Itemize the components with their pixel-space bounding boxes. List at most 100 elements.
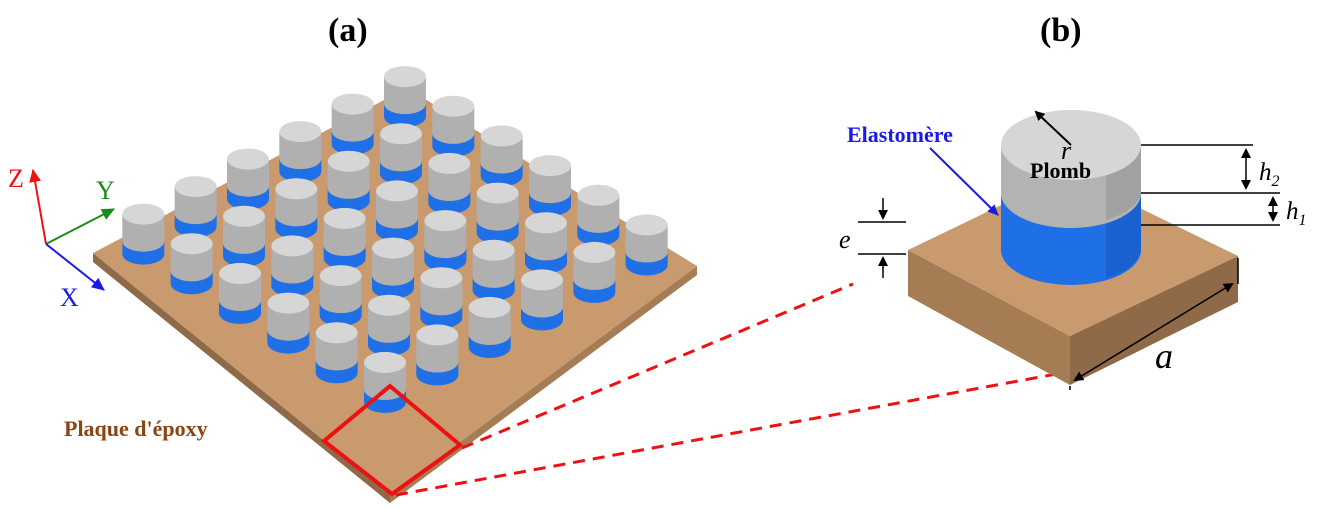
pillar <box>428 152 471 214</box>
pillar <box>331 93 374 155</box>
radius-label: r <box>1061 136 1072 165</box>
pillar-elastomer-layer <box>420 304 463 329</box>
pillar <box>424 210 467 272</box>
pillar-elastomer-layer <box>428 190 471 214</box>
pillar-top <box>525 212 567 234</box>
pillar-elastomer-layer <box>577 222 620 246</box>
thickness-dimension <box>858 198 906 278</box>
pillar <box>625 214 668 276</box>
pillar-lead-layer <box>525 222 567 261</box>
unit-cell-highlight <box>320 383 464 497</box>
zoom-lines <box>395 282 1063 497</box>
pillar-elastomer-layer <box>275 215 318 240</box>
radius-arrow <box>1034 110 1072 146</box>
thickness-label: e <box>839 225 851 254</box>
pillar <box>170 233 213 295</box>
pillar-elastomer-layer <box>319 302 362 327</box>
pillar-elastomer-layer <box>376 217 418 242</box>
pillar-elastomer-layer <box>122 241 165 265</box>
pillar <box>279 121 322 183</box>
pillar-elastomer-layer <box>521 306 563 331</box>
y-axis-arrow <box>45 208 115 245</box>
pillar-elastomer-layer <box>271 272 314 297</box>
pillar <box>476 182 519 244</box>
pillar-lead-layer <box>319 275 362 314</box>
lattice-dimension <box>1069 258 1239 390</box>
height-dimensions <box>1141 144 1280 226</box>
pillar-top <box>428 152 471 174</box>
pillar-elastomer-layer <box>432 133 475 157</box>
pillar-elastomer-layer <box>480 162 523 187</box>
pillar-top <box>174 176 217 198</box>
pillar-top <box>380 123 422 145</box>
pillar <box>223 205 265 267</box>
y-axis-label: Y <box>96 176 115 205</box>
pillar-lead-layer <box>428 163 471 201</box>
pillar <box>577 184 620 246</box>
pillar <box>219 262 261 324</box>
pillar <box>319 265 362 327</box>
pillar-lead-layer <box>416 334 459 373</box>
zoom-line-lower <box>395 371 1063 497</box>
pillar <box>525 212 567 274</box>
pillar-elastomer-layer <box>472 277 515 301</box>
pillar-elastomer-layer <box>279 158 322 183</box>
pillar-lead-layer <box>331 104 374 142</box>
pillar-elastomer-layer <box>468 334 511 358</box>
unit-cell-3d <box>908 110 1238 385</box>
pillar-lead-layer <box>122 214 165 252</box>
x-axis-arrow <box>45 243 105 291</box>
pillar <box>384 66 426 128</box>
pillar-elastomer-layer <box>219 300 261 324</box>
pillar-lead-layer <box>476 193 519 231</box>
pillar-lead-layer <box>170 243 213 282</box>
pillar-elastomer-layer <box>323 245 366 269</box>
pillar-top <box>223 205 265 227</box>
pillar-top <box>529 155 571 177</box>
pillar-lead-layer <box>227 159 269 197</box>
pillar-elastomer-layer <box>267 330 310 354</box>
pillar <box>573 241 616 303</box>
cell-left-face <box>908 250 1070 385</box>
plate-label: Plaque d'époxy <box>64 416 208 441</box>
pillar <box>420 267 463 329</box>
pillar-top <box>323 207 366 229</box>
pillar-lead-layer <box>315 332 358 371</box>
panel-label-b: (b) <box>1040 12 1082 49</box>
pillar-elastomer-layer <box>476 220 519 244</box>
pillar-lead-layer <box>424 220 467 259</box>
pillar-top <box>319 265 362 287</box>
pillar-top <box>368 294 410 316</box>
pillar <box>529 155 571 217</box>
pillar-elastomer-layer <box>174 213 217 238</box>
pillar-lead-layer <box>573 252 616 290</box>
pillar-top <box>315 322 358 344</box>
pillar-lead-layer <box>275 188 318 227</box>
pillar-lead-layer <box>577 195 620 233</box>
pillar-lead-layer <box>480 135 523 174</box>
plate-front-left-side <box>93 253 390 503</box>
pillar-top <box>376 180 418 202</box>
pillar-top <box>521 269 563 291</box>
pillar-top <box>122 203 165 225</box>
pillar-elastomer-layer <box>372 275 414 299</box>
pillar-top <box>472 239 515 261</box>
pillar <box>267 292 310 354</box>
pillar-top <box>416 324 459 346</box>
x-axis-label: X <box>60 283 79 312</box>
pillar-top <box>424 210 467 232</box>
pillar-lead-layer <box>368 305 410 343</box>
pillar-lead-layer <box>174 186 217 225</box>
pillar-elastomer-layer <box>573 279 616 303</box>
pillar-lead-layer <box>376 190 418 229</box>
pillar <box>227 148 269 210</box>
pillar-top <box>271 235 314 257</box>
pillar-top <box>219 262 261 284</box>
pillar-top <box>625 214 668 236</box>
elastomer-pointer <box>929 147 999 216</box>
pillar-top <box>577 184 620 206</box>
pillar-elastomer-layer <box>227 186 269 210</box>
pillar <box>521 269 563 331</box>
